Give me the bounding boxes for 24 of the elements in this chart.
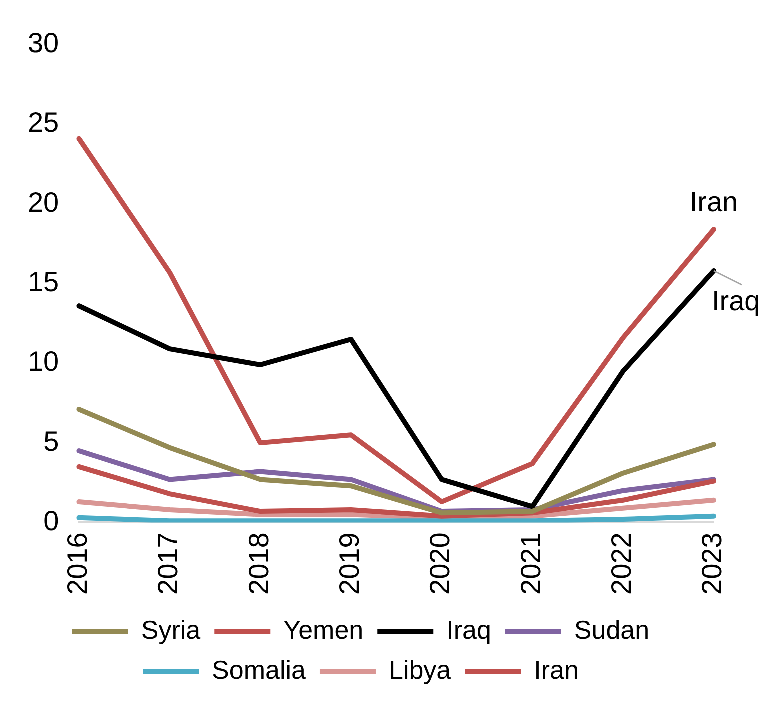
legend-label: Sudan [574, 615, 650, 646]
x-tick-label: 2020 [424, 532, 456, 596]
x-tick-label: 2016 [62, 532, 93, 596]
y-tick-label: 25 [28, 107, 60, 138]
legend-label: Somalia [212, 655, 307, 686]
legend-label: Libya [388, 655, 452, 686]
legend-label: Iran [534, 655, 579, 686]
legend-label: Yemen [284, 615, 364, 646]
y-tick-label: 0 [44, 505, 60, 536]
y-tick-label: 20 [28, 186, 60, 218]
legend-label: Iraq [446, 615, 492, 646]
x-tick-label: 2018 [243, 532, 274, 596]
x-tick-label: 2021 [515, 532, 546, 596]
x-tick-label: 2022 [606, 532, 638, 596]
y-tick-label: 10 [28, 346, 60, 378]
x-tick-label: 2017 [152, 532, 184, 596]
x-tick-label: 2023 [696, 532, 728, 596]
annotation: Iran [690, 186, 738, 218]
legend-label: Syria [141, 615, 202, 646]
annotation: Iraq [712, 286, 760, 317]
y-tick-label: 5 [44, 426, 60, 457]
y-tick-label: 30 [28, 28, 60, 59]
y-tick-label: 15 [28, 266, 60, 298]
x-tick-label: 2019 [334, 532, 365, 596]
